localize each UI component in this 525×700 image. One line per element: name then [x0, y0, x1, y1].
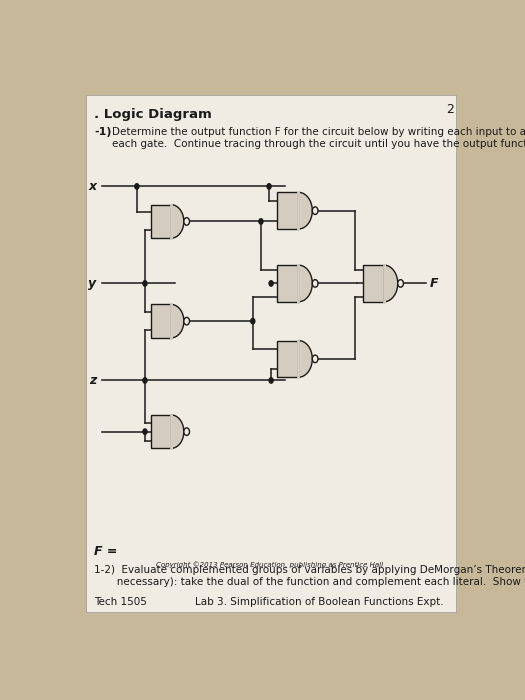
Polygon shape [298, 193, 312, 229]
Text: Lab 3. Simplification of Boolean Functions Expt.: Lab 3. Simplification of Boolean Functio… [195, 597, 444, 607]
Circle shape [312, 207, 318, 214]
Text: 1-2)  Evaluate complemented groups of variables by applying DeMorgan’s Theorem (: 1-2) Evaluate complemented groups of var… [94, 566, 525, 587]
Circle shape [312, 355, 318, 363]
Polygon shape [384, 265, 398, 302]
Circle shape [269, 378, 273, 383]
Circle shape [184, 218, 190, 225]
Polygon shape [171, 304, 184, 338]
Circle shape [259, 218, 263, 224]
Text: x: x [88, 180, 96, 193]
Text: Determine the output function F for the circuit below by writing each input to a: Determine the output function F for the … [112, 127, 525, 148]
Circle shape [251, 318, 255, 324]
Text: Copyright ©2013 Pearson Education, publishing as Prentice Hall: Copyright ©2013 Pearson Education, publi… [155, 561, 383, 568]
Polygon shape [151, 204, 171, 238]
Circle shape [143, 429, 147, 434]
Text: Tech 1505: Tech 1505 [94, 597, 147, 607]
Polygon shape [277, 265, 298, 302]
Circle shape [269, 281, 273, 286]
Circle shape [135, 183, 139, 189]
Polygon shape [151, 415, 171, 449]
Circle shape [312, 280, 318, 287]
Polygon shape [298, 341, 312, 377]
Polygon shape [171, 204, 184, 238]
Text: 2: 2 [446, 103, 454, 116]
Text: F =: F = [94, 545, 118, 558]
Text: y: y [88, 277, 96, 290]
Polygon shape [277, 341, 298, 377]
Polygon shape [277, 193, 298, 229]
Circle shape [184, 428, 190, 435]
Text: . Logic Diagram: . Logic Diagram [94, 108, 212, 121]
FancyBboxPatch shape [86, 94, 456, 612]
Circle shape [143, 378, 147, 383]
Circle shape [398, 280, 403, 287]
Polygon shape [171, 415, 184, 449]
Text: -1): -1) [94, 127, 112, 137]
Polygon shape [298, 265, 312, 302]
Circle shape [267, 183, 271, 189]
Polygon shape [363, 265, 384, 302]
Text: z: z [89, 374, 96, 387]
Text: F: F [430, 277, 438, 290]
Polygon shape [151, 304, 171, 338]
Circle shape [184, 317, 190, 325]
Circle shape [143, 281, 147, 286]
